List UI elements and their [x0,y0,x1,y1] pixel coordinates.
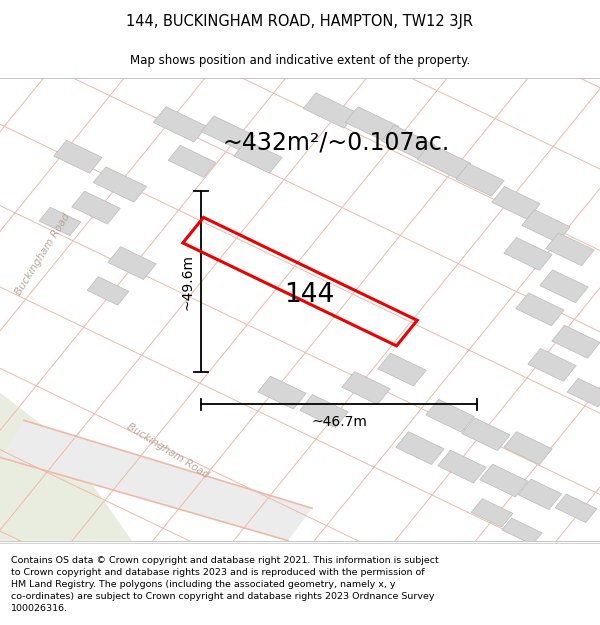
Polygon shape [54,141,102,173]
Polygon shape [426,399,474,432]
Text: 144, BUCKINGHAM ROAD, HAMPTON, TW12 3JR: 144, BUCKINGHAM ROAD, HAMPTON, TW12 3JR [127,14,473,29]
Text: Buckingham Road: Buckingham Road [14,211,73,297]
Polygon shape [480,464,528,497]
Polygon shape [504,238,552,270]
Polygon shape [417,144,471,179]
Text: ~432m²/~0.107ac.: ~432m²/~0.107ac. [223,131,449,155]
Polygon shape [258,376,306,409]
Polygon shape [87,277,129,305]
Polygon shape [492,187,540,219]
Polygon shape [438,450,486,483]
Polygon shape [456,164,504,196]
Polygon shape [381,125,435,161]
Polygon shape [540,270,588,302]
Polygon shape [342,372,390,404]
Text: 144: 144 [284,282,334,309]
Polygon shape [153,107,207,142]
Polygon shape [0,421,312,541]
Polygon shape [546,233,594,266]
Polygon shape [516,293,564,326]
Text: Buckingham Road: Buckingham Road [125,421,211,480]
Polygon shape [108,247,156,279]
Polygon shape [522,210,570,242]
Polygon shape [528,349,576,381]
Polygon shape [39,208,81,236]
Text: ~46.7m: ~46.7m [311,415,367,429]
Polygon shape [168,146,216,177]
Polygon shape [502,518,542,544]
Polygon shape [72,191,120,224]
Polygon shape [518,479,562,509]
Polygon shape [234,141,282,173]
Polygon shape [345,107,399,142]
Polygon shape [552,326,600,358]
Polygon shape [93,167,147,202]
Text: ~49.6m: ~49.6m [181,254,195,309]
Polygon shape [303,93,357,128]
Polygon shape [567,378,600,407]
Polygon shape [462,418,510,451]
Polygon shape [504,432,552,464]
Polygon shape [396,432,444,464]
Text: Map shows position and indicative extent of the property.: Map shows position and indicative extent… [130,54,470,68]
Polygon shape [471,499,513,527]
Polygon shape [300,395,348,428]
Polygon shape [201,116,255,151]
Polygon shape [555,494,597,522]
Polygon shape [378,353,426,386]
Text: Contains OS data © Crown copyright and database right 2021. This information is : Contains OS data © Crown copyright and d… [11,556,439,613]
Polygon shape [0,392,132,541]
